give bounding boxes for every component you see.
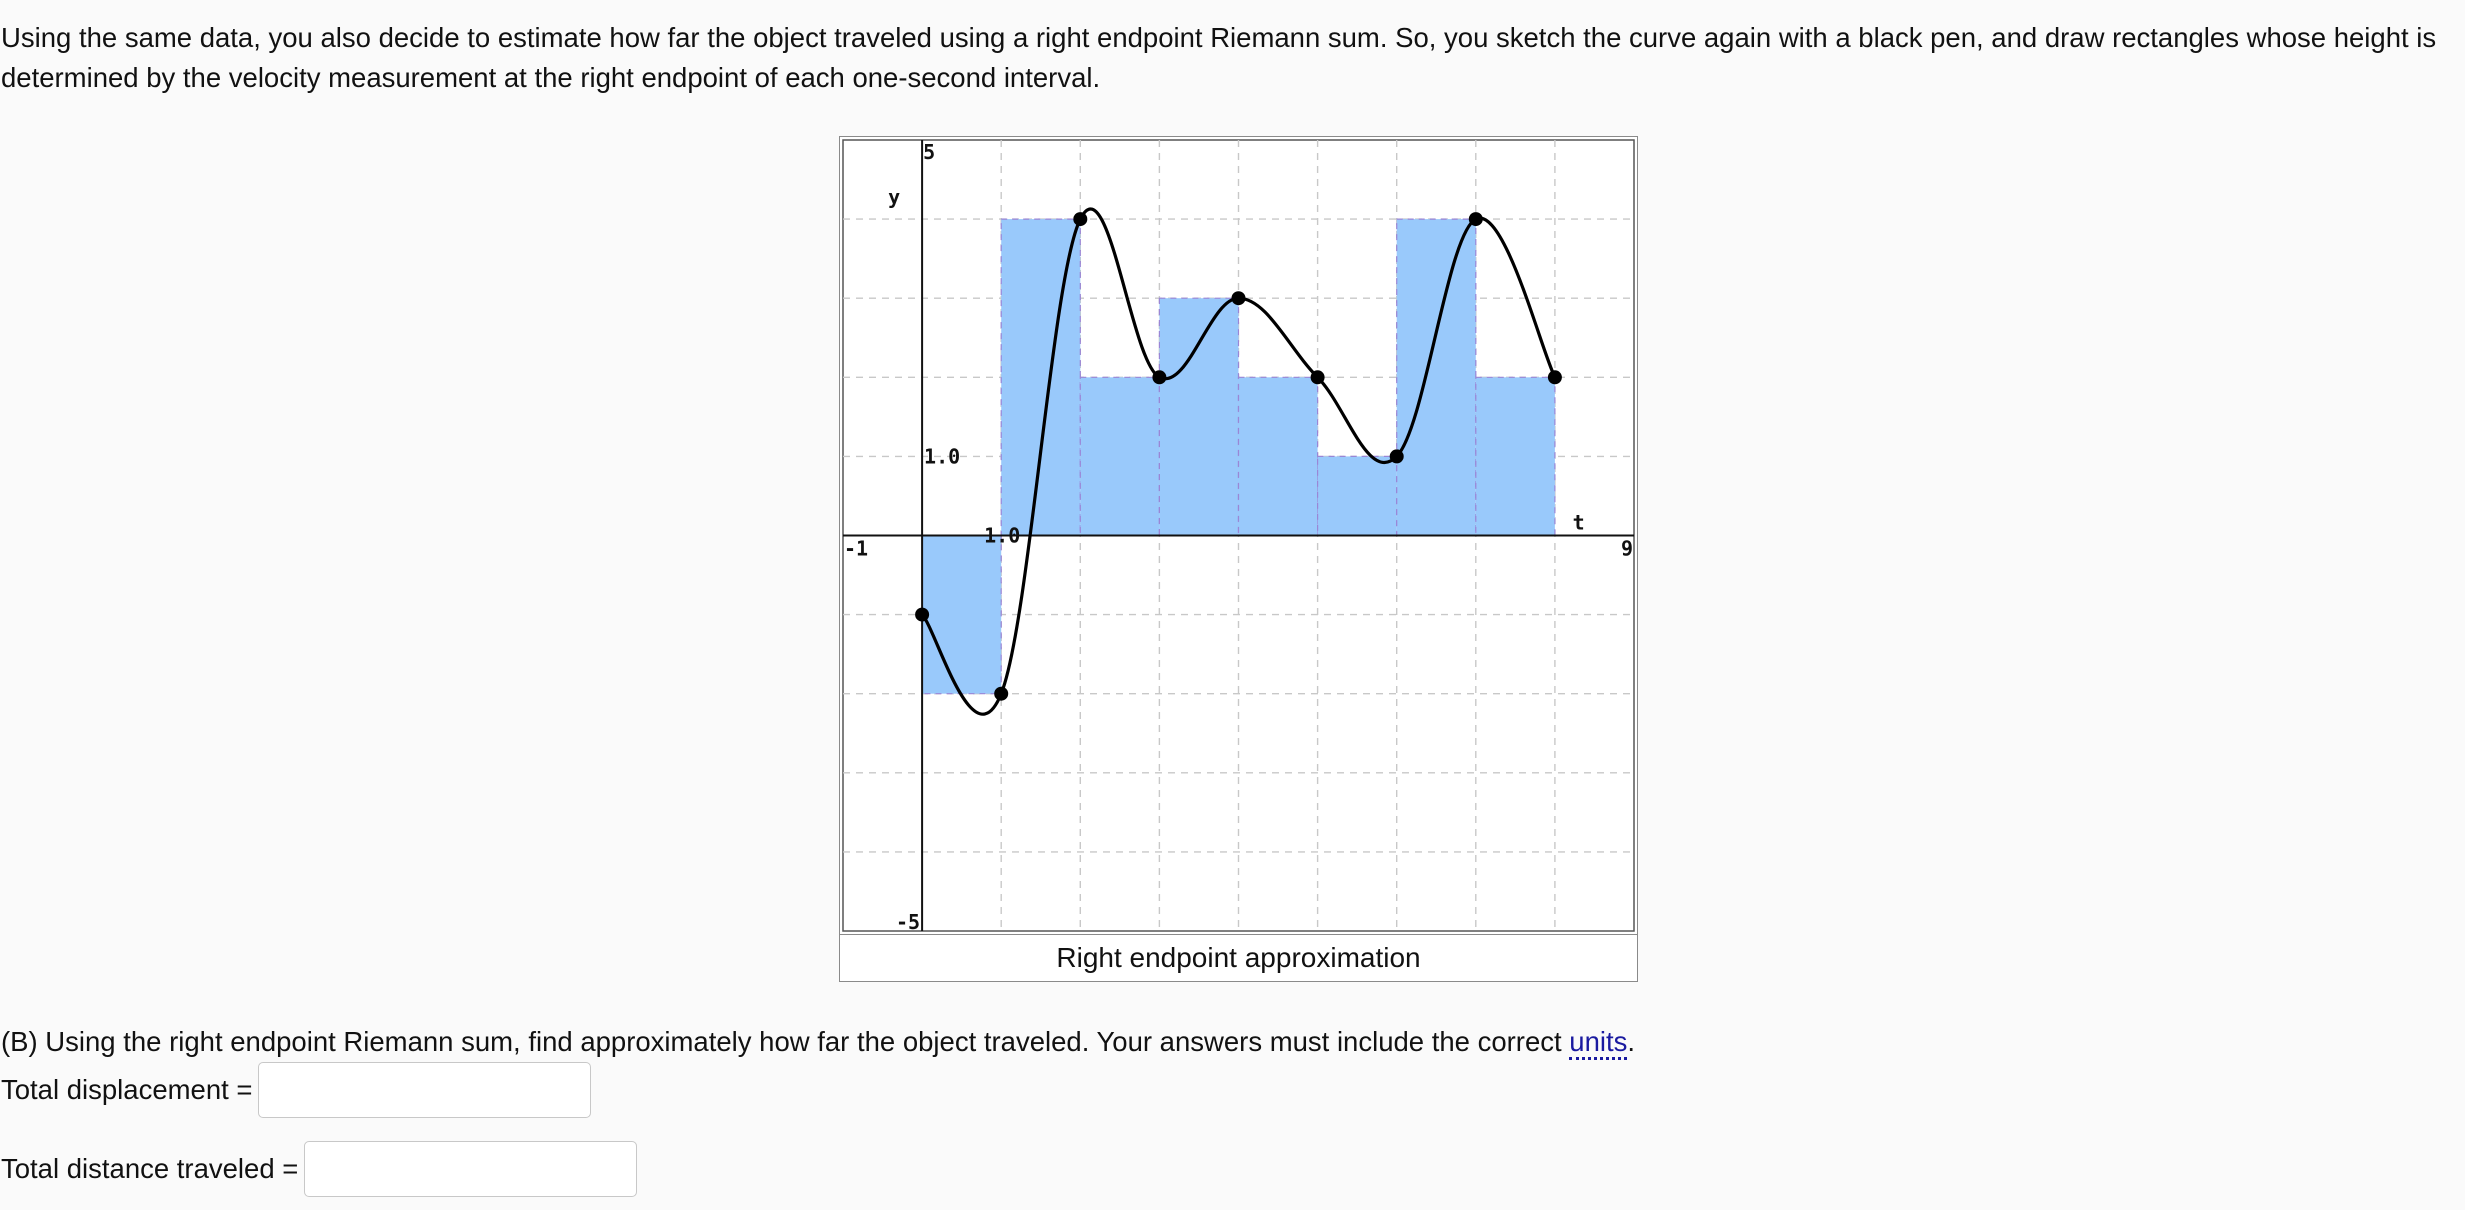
plot-frame: 5 -5 1.0 -1 9 1.0 y t: [839, 136, 1638, 935]
data-point: [1152, 370, 1167, 385]
velocity-curve-path: [920, 207, 1557, 716]
riemann-rectangle: [1475, 376, 1556, 537]
axis-labels: 5 -5 1.0 -1 9 1.0 y t: [844, 140, 1633, 934]
part-b-question: (B) Using the right endpoint Riemann sum…: [1, 1022, 1635, 1062]
y-axis-title: y: [888, 185, 900, 209]
data-point: [994, 686, 1009, 701]
data-point: [1073, 212, 1088, 227]
part-b-period: .: [1627, 1026, 1636, 1057]
riemann-rectangles: [921, 218, 1556, 695]
riemann-figure: 5 -5 1.0 -1 9 1.0 y t Right endpoint app…: [839, 136, 1638, 982]
riemann-plot: 5 -5 1.0 -1 9 1.0 y t: [842, 139, 1635, 934]
riemann-rectangle: [1237, 376, 1319, 537]
distance-row: Total distance traveled =: [1, 1141, 638, 1197]
axes: [843, 140, 1634, 931]
velocity-curve: [920, 207, 1557, 716]
riemann-rectangle: [1079, 376, 1161, 537]
units-link[interactable]: units: [1569, 1026, 1628, 1060]
riemann-rectangle: [921, 534, 1002, 695]
x-min-label: -1: [844, 537, 868, 561]
riemann-rectangle: [1158, 297, 1240, 537]
x-max-label: 9: [1621, 537, 1633, 561]
part-b-text: (B) Using the right endpoint Riemann sum…: [1, 1026, 1570, 1057]
riemann-rectangle: [1396, 218, 1477, 537]
distance-input[interactable]: [304, 1141, 638, 1197]
y-min-label: -5: [896, 910, 920, 934]
riemann-rectangle: [1317, 455, 1398, 537]
y-tick-label: 1.0: [924, 444, 960, 468]
data-points: [915, 212, 1562, 701]
figure-caption: Right endpoint approximation: [839, 935, 1638, 982]
data-point: [1389, 449, 1404, 464]
problem-statement: Using the same data, you also decide to …: [1, 22, 2437, 93]
t-axis-title: t: [1573, 511, 1585, 535]
data-point: [1547, 370, 1562, 385]
displacement-label: Total displacement =: [1, 1074, 253, 1105]
distance-label: Total distance traveled =: [1, 1153, 299, 1184]
y-max-label: 5: [923, 140, 935, 164]
x-tick-label: 1.0: [984, 524, 1020, 548]
displacement-input[interactable]: [258, 1062, 592, 1118]
data-point: [1310, 370, 1325, 385]
data-point: [1231, 291, 1246, 306]
data-point: [915, 607, 930, 622]
data-point: [1468, 212, 1483, 227]
displacement-row: Total displacement =: [1, 1062, 592, 1118]
